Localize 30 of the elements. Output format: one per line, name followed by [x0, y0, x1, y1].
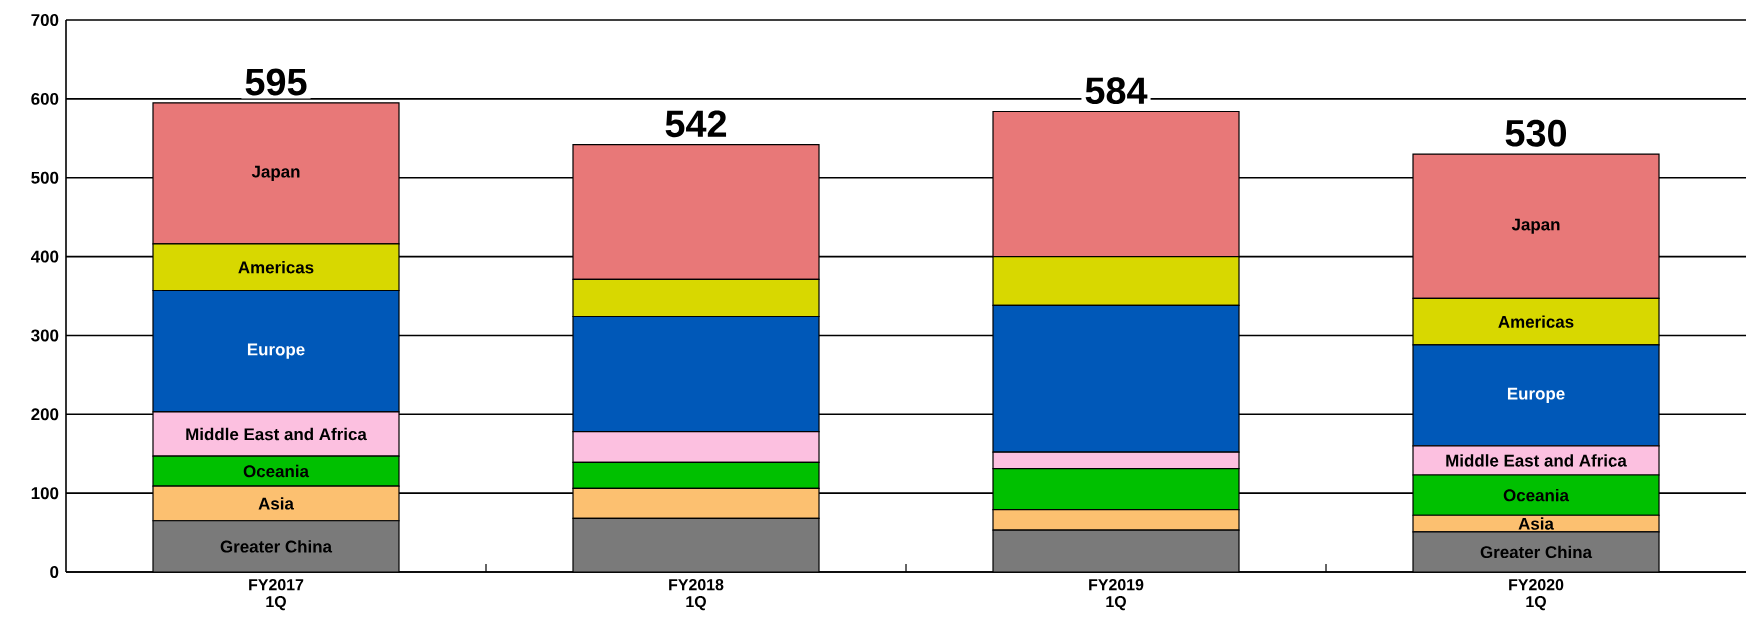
total-label: 595 [245, 68, 307, 96]
y-tick-label: 400 [30, 250, 59, 263]
x-tick-label: FY2018 1Q [669, 579, 724, 611]
total-label: 584 [1085, 77, 1148, 105]
text: Japan [1511, 218, 1560, 234]
total-label: 530 [1505, 119, 1567, 147]
x-tick-label: FY2020 1Q [1509, 579, 1564, 611]
series-label: Oceania [243, 464, 310, 478]
y-tick-label: 0 [50, 566, 59, 578]
text: Middle East and Africa [186, 427, 367, 441]
series-label: Greater China [1480, 545, 1593, 559]
series-label: Japan [251, 165, 300, 181]
series-label: Americas [1498, 315, 1574, 328]
series-label: Middle East and Africa [1446, 454, 1627, 467]
y-tick-label: 200 [31, 408, 59, 421]
y-tick-label: 600 [31, 92, 59, 105]
text: Oceania [1503, 488, 1570, 502]
series-label: Asia [1518, 517, 1555, 530]
y-tick-label: 700 [31, 14, 59, 26]
x-tick-label: FY2019 1Q [1089, 579, 1144, 611]
y-tick-label: 500 [31, 171, 59, 184]
text: Europe [247, 343, 305, 359]
x-tick-label: FY2017 1Q [249, 579, 304, 611]
text: Americas [238, 260, 314, 274]
total-label: 542 [665, 110, 727, 138]
text: Greater China [220, 540, 333, 553]
y-tick-label: 300 [31, 329, 59, 342]
series-label: Europe [1507, 387, 1565, 403]
text: Asia [258, 497, 294, 510]
y-tick-label: 100 [31, 487, 59, 500]
